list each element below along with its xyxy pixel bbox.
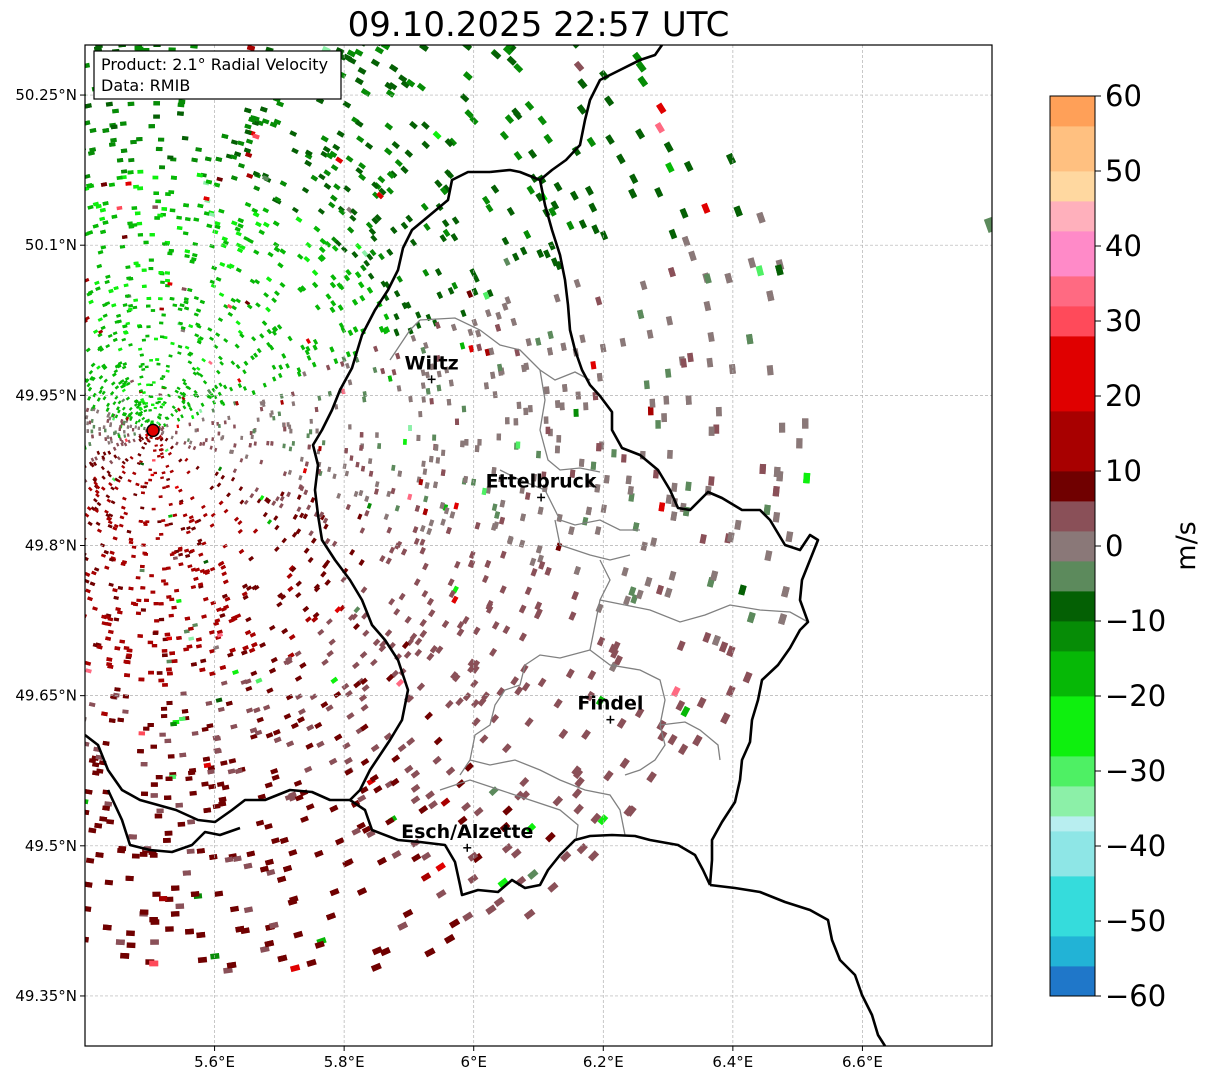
map-title: 09.10.2025 22:57 UTC (347, 5, 730, 45)
lon-tick-label: 5.8°E (324, 1053, 365, 1071)
map-axes: 5.6°E 5.8°E 6°E 6.2°E 6.4°E 6.6°E 50.25°N 50.1°… (15, 86, 883, 1071)
info-data-source: Data: RMIB (101, 76, 190, 95)
colorbar-tick-label: −60 (1105, 979, 1166, 1013)
lat-tick-label: 50.25°N (15, 86, 77, 104)
colorbar-swatch (1050, 171, 1095, 202)
colorbar-swatch (1050, 831, 1095, 877)
colorbar-swatch (1050, 471, 1095, 502)
city-label: Wiltz (405, 352, 459, 374)
colorbar-tick-label: 20 (1105, 379, 1142, 413)
colorbar-swatch (1050, 276, 1095, 307)
lat-tick-label: 49.5°N (25, 837, 77, 855)
radar-velocity-field (85, 45, 811, 974)
colorbar-swatch (1050, 936, 1095, 967)
colorbar-swatch (1050, 621, 1095, 652)
colorbar-tick-label: −50 (1105, 904, 1166, 938)
colorbar-tick-label: 30 (1105, 304, 1142, 338)
lon-tick-label: 6.2°E (583, 1053, 624, 1071)
colorbar-gradient (1050, 96, 1095, 997)
colorbar-swatch (1050, 696, 1095, 757)
colorbar-tick-label: 0 (1105, 529, 1123, 563)
radar-site-marker (146, 423, 160, 438)
canton-borders (389, 317, 809, 841)
colorbar-tick-label: −20 (1105, 679, 1166, 713)
colorbar-tick-label: 60 (1105, 79, 1142, 113)
city-label: Findel (577, 693, 643, 715)
colorbar-swatch (1050, 651, 1095, 697)
colorbar-swatch (1050, 201, 1095, 232)
colorbar-swatch (1050, 306, 1095, 337)
lon-tick-label: 5.6°E (194, 1053, 235, 1071)
colorbar-swatch (1050, 561, 1095, 592)
colorbar-tick-label: −40 (1105, 829, 1166, 863)
colorbar-swatch (1050, 756, 1095, 787)
lon-tick-label: 6.4°E (712, 1053, 753, 1071)
city-marker: Wiltz (405, 352, 459, 384)
city-marker: Findel (577, 693, 643, 724)
colorbar-tick-label: −10 (1105, 604, 1166, 638)
colorbar: 60 50 40 30 20 10 0 −10 −20 −30 −40 −50 −60 m/s (1049, 79, 1202, 1013)
gridlines (85, 45, 992, 1046)
stray-echo (983, 217, 992, 233)
lat-tick-label: 49.8°N (25, 537, 77, 555)
city-label: Ettelbruck (486, 470, 597, 492)
colorbar-unit: m/s (1171, 521, 1202, 570)
colorbar-swatch (1050, 816, 1095, 832)
lon-tick-label: 6°E (460, 1053, 487, 1071)
colorbar-tick-label: −30 (1105, 754, 1166, 788)
colorbar-swatch (1050, 531, 1095, 562)
info-product: Product: 2.1° Radial Velocity (101, 55, 328, 74)
colorbar-swatch (1050, 126, 1095, 172)
colorbar-swatch (1050, 231, 1095, 277)
national-borders (85, 45, 887, 1046)
colorbar-swatch (1050, 96, 1095, 127)
colorbar-swatch (1050, 501, 1095, 532)
colorbar-ticks: 60 50 40 30 20 10 0 −10 −20 −30 −40 −50 −60 (1095, 79, 1166, 1013)
colorbar-tick-label: 40 (1105, 229, 1142, 263)
city-marker: Ettelbruck (486, 470, 597, 502)
lat-tick-label: 49.35°N (15, 987, 77, 1005)
colorbar-swatch (1050, 876, 1095, 937)
colorbar-tick-label: 50 (1105, 154, 1142, 188)
lon-tick-label: 6.6°E (842, 1053, 883, 1071)
city-label: Esch/Alzette (401, 821, 533, 843)
lat-tick-label: 50.1°N (25, 236, 77, 254)
colorbar-swatch (1050, 336, 1095, 412)
city-markers: Wiltz Ettelbruck Findel Esch/Alzette (401, 352, 643, 852)
lat-tick-label: 49.95°N (15, 386, 77, 404)
colorbar-swatch (1050, 966, 1095, 997)
colorbar-tick-label: 10 (1105, 454, 1142, 488)
city-marker: Esch/Alzette (401, 821, 533, 852)
info-box: Product: 2.1° Radial Velocity Data: RMIB (93, 50, 342, 100)
colorbar-swatch (1050, 591, 1095, 622)
colorbar-swatch (1050, 411, 1095, 472)
colorbar-swatch (1050, 786, 1095, 817)
lat-tick-label: 49.65°N (15, 687, 77, 705)
